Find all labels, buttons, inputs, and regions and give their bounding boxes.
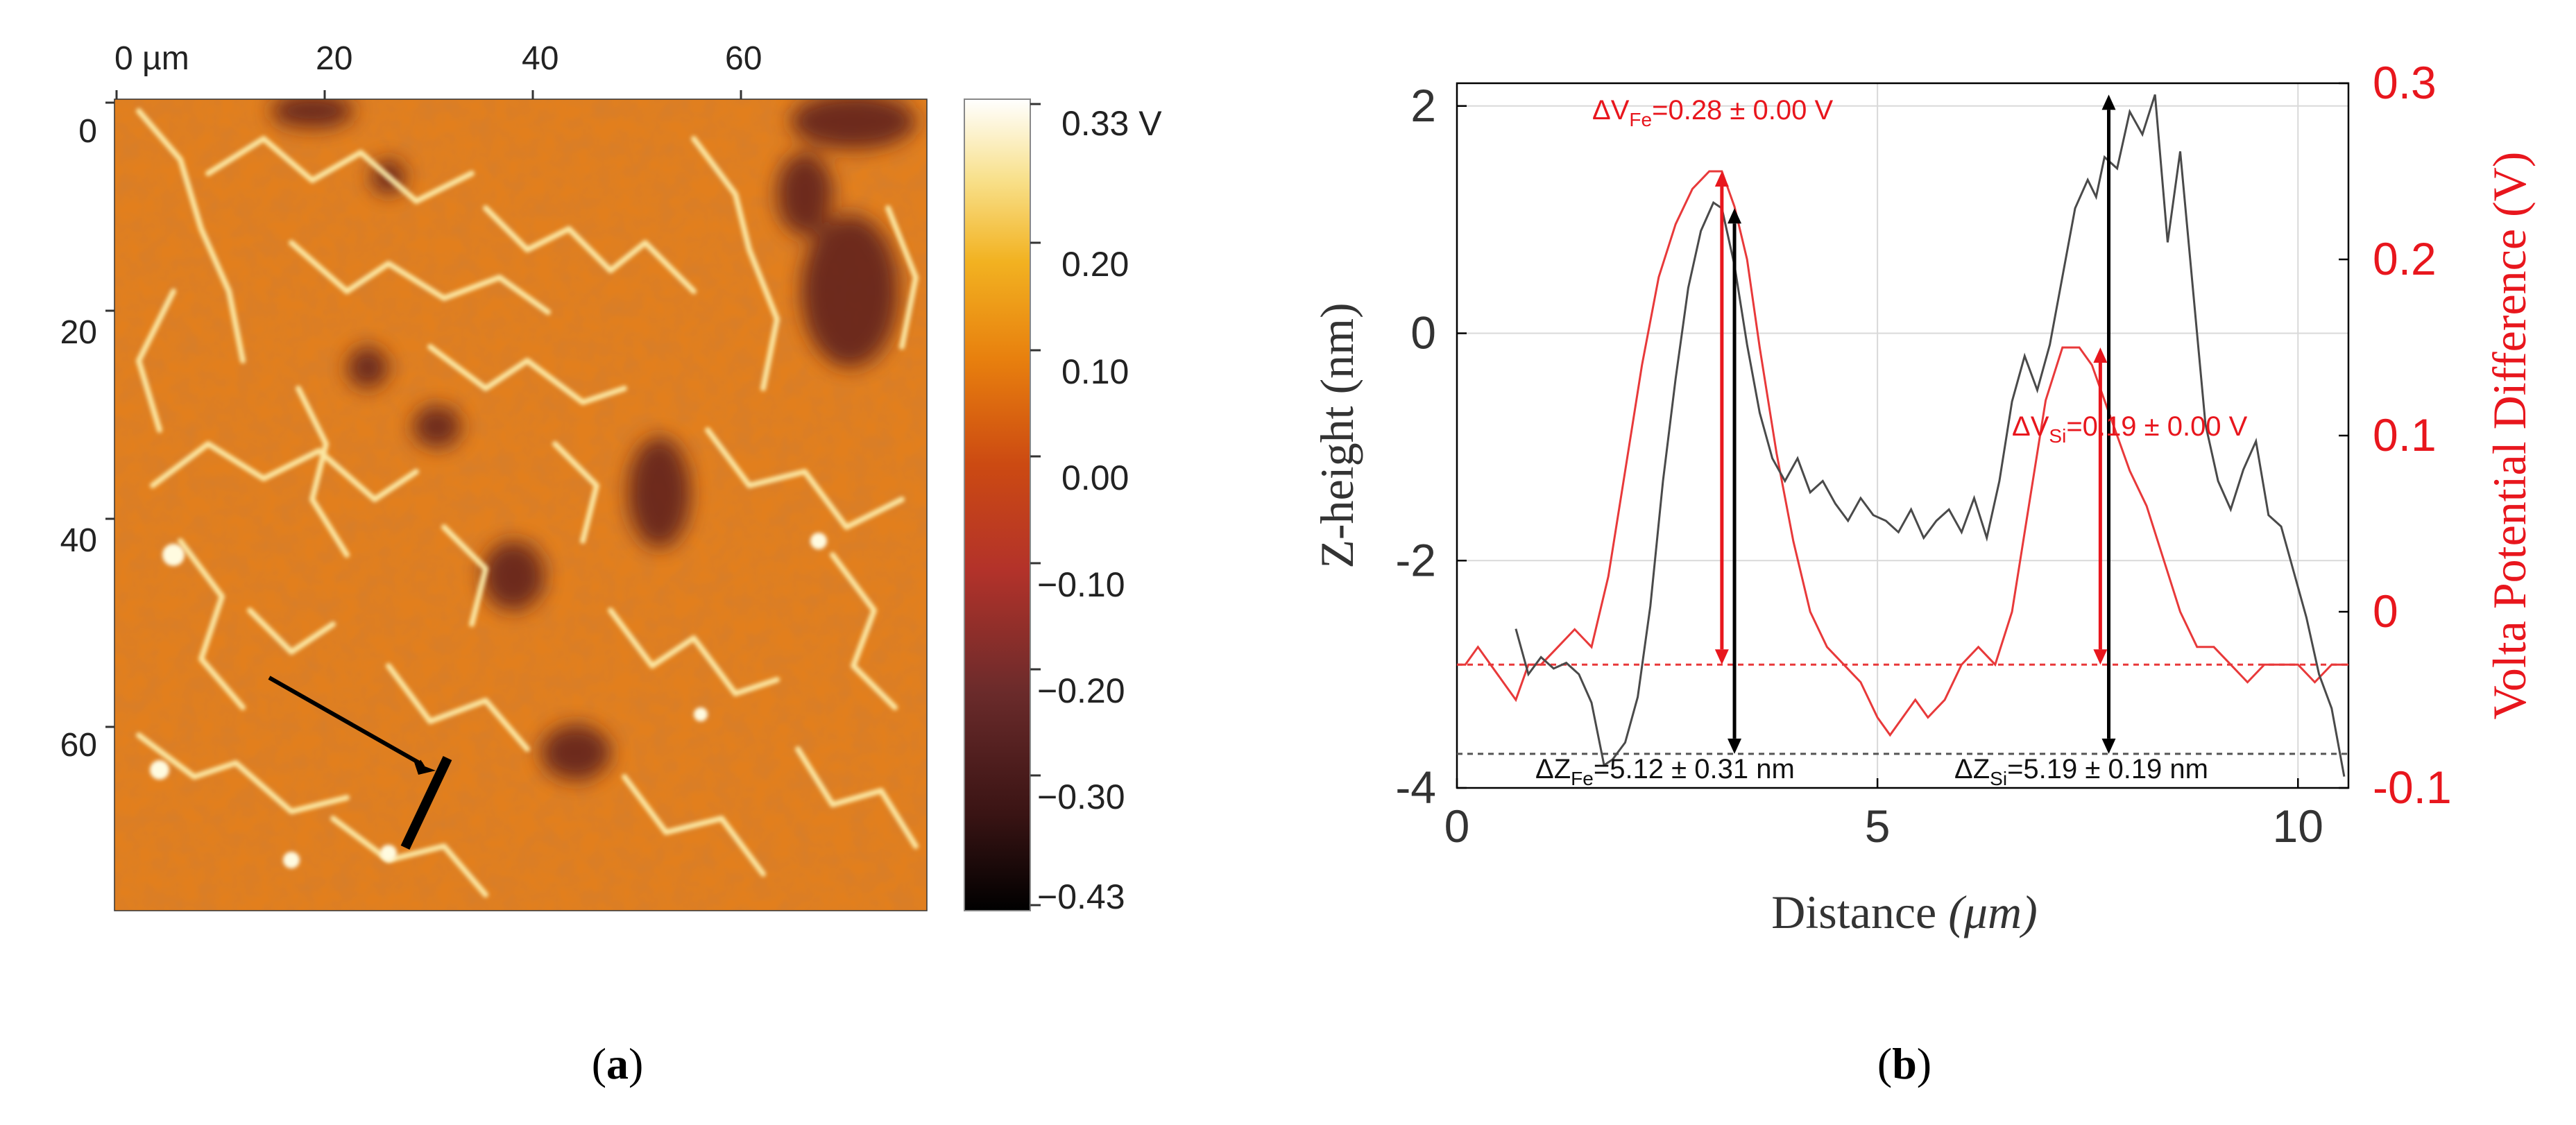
- y-tick-label: 40: [60, 522, 97, 559]
- dz-fe-label: ΔZFe=5.12 ± 0.31 nm: [1535, 754, 1795, 789]
- x-tick-label: 0: [1444, 800, 1470, 852]
- y-tick-label: 0: [78, 113, 97, 150]
- potential-series-line: [1457, 170, 2348, 737]
- measurement-arrows: [1714, 94, 2116, 754]
- dz-fe-arrow-head-icon: [1728, 738, 1742, 754]
- y2-tick-label: 0.1: [2373, 409, 2437, 461]
- bright-spots: [150, 533, 827, 868]
- dz-si-arrow-head-icon: [2101, 94, 2116, 110]
- y2-tick-label: 0.3: [2373, 57, 2437, 108]
- x-tick-label: 20: [316, 40, 352, 77]
- dv-si-arrow-head-icon: [2093, 347, 2108, 363]
- colorbar-label: 0.20: [1061, 245, 1129, 284]
- colorbar-label: −0.30: [1037, 778, 1125, 816]
- dz-si-arrow-head-icon: [2101, 738, 2116, 754]
- arrow-head-icon: [414, 762, 436, 775]
- panel-b: 0 5 10 -4 -2 0 2 -0.1 0 0.1 0.2 0.3 Distance (μm)…: [1311, 57, 2536, 1088]
- dv-si-label: ΔVSi=0.19 ± 0.00 V: [2012, 411, 2248, 447]
- colorbar-label: 0.10: [1061, 352, 1129, 391]
- colorbar-label: −0.43: [1037, 877, 1125, 916]
- line-profile-marker: [268, 676, 452, 850]
- x-tick-label: 0 µm: [114, 40, 189, 77]
- colorbar-label: −0.20: [1037, 671, 1125, 710]
- caption-a: (a): [592, 1039, 644, 1088]
- y-tick-label: 2: [1410, 80, 1436, 131]
- potential-map: [114, 99, 927, 911]
- y-ticks-left: -4 -2 0 2: [1395, 80, 1467, 813]
- caption-b: (b): [1877, 1039, 1931, 1088]
- y2-tick-label: -0.1: [2373, 762, 2452, 813]
- x-tick-label: 60: [725, 40, 762, 77]
- y-ticks-right: -0.1 0 0.1 0.2 0.3: [2339, 57, 2452, 813]
- map-x-axis: 0 µm 20 40 60: [114, 40, 762, 99]
- plot-content: [1457, 94, 2348, 777]
- dv-fe-arrow-head-icon: [1714, 649, 1729, 665]
- x-tick-label: 10: [2273, 800, 2323, 852]
- x-axis-label: Distance (μm): [1771, 886, 2037, 938]
- colorbar-label: −0.10: [1037, 565, 1125, 604]
- annotations: ΔVFe=0.28 ± 0.00 V ΔVSi=0.19 ± 0.00 V ΔZ…: [1535, 95, 2248, 789]
- height-series-line: [1515, 94, 2346, 777]
- dz-fe-arrow-head-icon: [1728, 208, 1742, 224]
- x-tick-label: 5: [1865, 800, 1891, 852]
- colorbar: 0.33 V 0.20 0.10 0.00 −0.10 −0.20 −0.30 …: [964, 98, 1162, 916]
- colorbar-label: 0.00: [1061, 458, 1129, 497]
- y-tick-label: -4: [1395, 762, 1436, 813]
- x-ticks: 0 5 10: [1444, 778, 2323, 852]
- bright-network: [136, 108, 919, 898]
- y2-tick-label: 0: [2373, 585, 2398, 637]
- profile-arrow: [268, 676, 425, 766]
- map-frame: [114, 98, 928, 911]
- y-tick-label: 20: [60, 314, 97, 351]
- dz-si-label: ΔZSi=5.19 ± 0.19 nm: [1954, 754, 2208, 789]
- colorbar-gradient: [964, 98, 1031, 911]
- y-axis-label: Z-height (nm): [1311, 302, 1363, 568]
- colorbar-label: 0.33 V: [1061, 104, 1162, 143]
- y-tick-label: 0: [1410, 307, 1436, 359]
- dv-fe-arrow-head-icon: [1714, 171, 1729, 187]
- panel-a: 0 µm 20 40 60 0 20 40 60: [60, 40, 1163, 1088]
- profile-line: [400, 756, 452, 850]
- y2-axis-label: Volta Potential Difference (V): [2483, 152, 2536, 720]
- dv-si-arrow-head-icon: [2093, 649, 2108, 665]
- dv-fe-label: ΔVFe=0.28 ± 0.00 V: [1592, 95, 1833, 130]
- y-tick-label: -2: [1395, 534, 1436, 585]
- map-y-axis: 0 20 40 60: [60, 101, 114, 764]
- y-tick-label: 60: [60, 727, 97, 764]
- x-tick-label: 40: [522, 40, 558, 77]
- y2-tick-label: 0.2: [2373, 233, 2437, 284]
